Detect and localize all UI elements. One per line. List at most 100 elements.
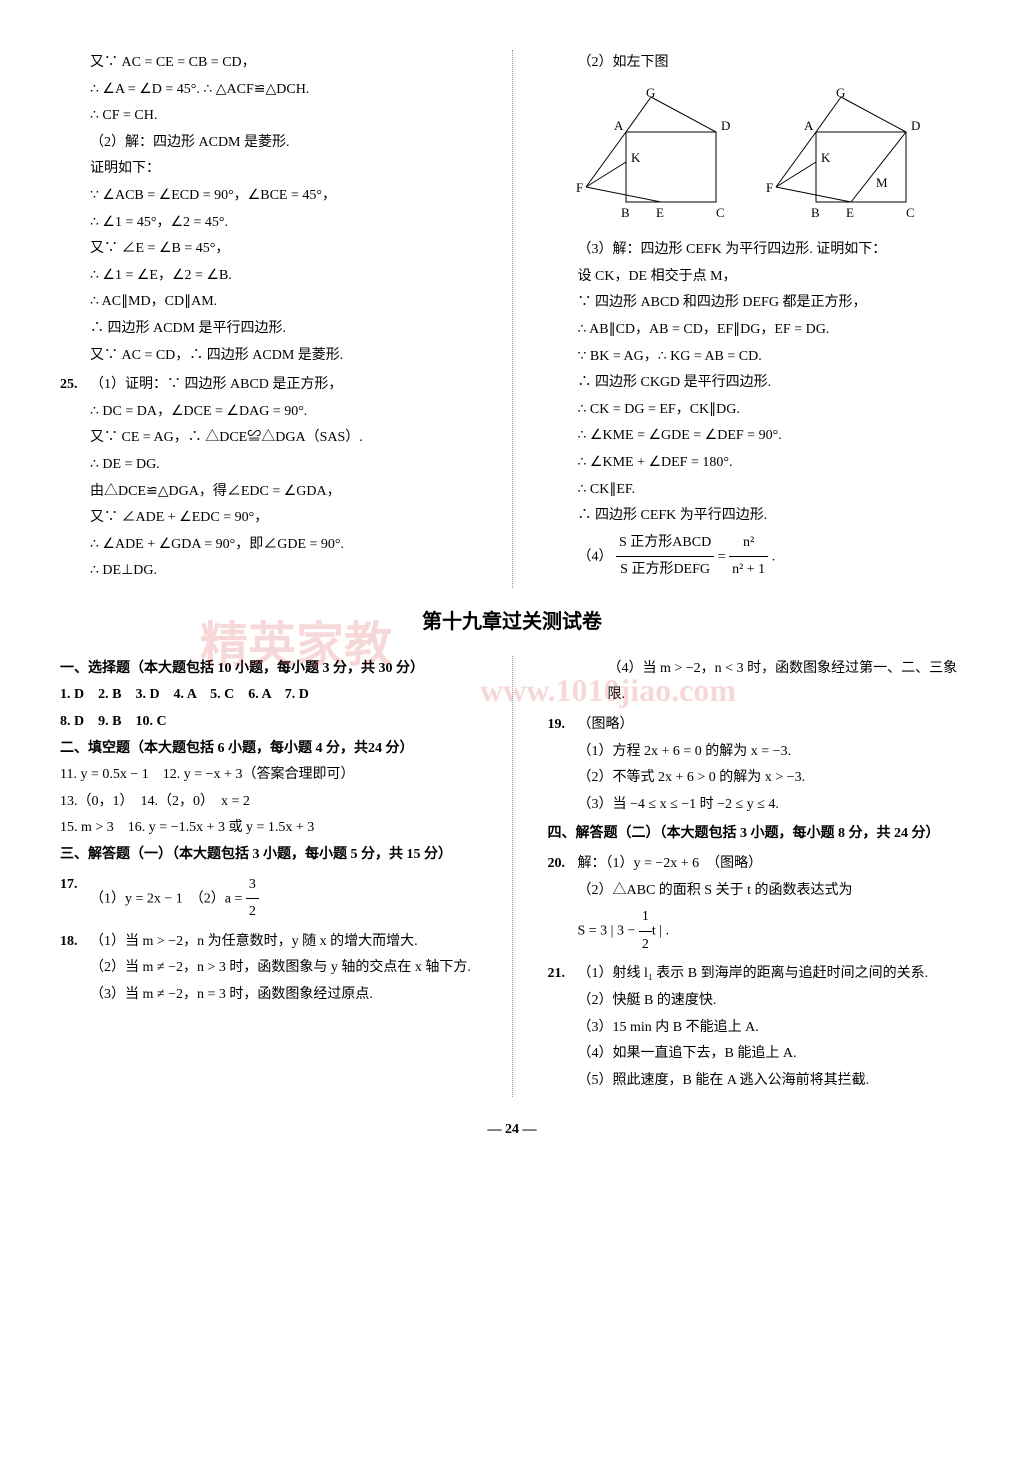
line: ∴ CF = CH. [90, 103, 477, 130]
line: （1）射线 l₁ 表示 B 到海岸的距离与追赶时间之间的关系. [578, 961, 965, 988]
question-20: 20. 解：（1）y = −2x + 6 （图略） （2）△ABC 的面积 S … [548, 851, 965, 958]
q18-part4: （4）当 m > −2，n < 3 时，函数图象经过第一、二、三象限. [548, 656, 965, 709]
frac-den: 2 [639, 932, 652, 959]
geometry-figures: G A D K F B E C G A D K F B E C M [548, 82, 965, 233]
frac-num: n² [729, 530, 768, 558]
page-number: — 24 — [60, 1117, 964, 1144]
line: （1）方程 2x + 6 = 0 的解为 x = −3. [578, 739, 965, 766]
q17-text: （1）y = 2x − 1 （2）a = [90, 891, 246, 906]
part-4: （4） S 正方形ABCDS 正方形DEFG = n²n² + 1 . [578, 530, 965, 584]
line: ∴ DC = DA，∠DCE = ∠DAG = 90°. [90, 399, 477, 426]
line: 又∵ ∠ADE + ∠EDC = 90°， [90, 505, 477, 532]
line: （1）当 m > −2，n 为任意数时，y 随 x 的增大而增大. [90, 929, 477, 956]
formula-a: S = 3 | 3 − [578, 924, 639, 939]
svg-text:K: K [631, 150, 641, 165]
right-column: （2）如左下图 G A D K F B E C G A D K F B E C … [548, 50, 965, 588]
line: ∴ CK∥EF. [578, 477, 965, 504]
svg-text:A: A [804, 118, 814, 133]
chapter-19-title: 第十九章过关测试卷 [60, 603, 964, 641]
section-1-head: 一、选择题（本大题包括 10 小题，每小题 3 分，共 30 分） [60, 656, 477, 683]
p4-label: （4） [578, 549, 613, 564]
svg-text:C: C [716, 205, 725, 220]
fill-answers-1: 11. y = 0.5x − 1 12. y = −x + 3（答案合理即可） [60, 762, 477, 789]
line: ∴ ∠1 = 45°，∠2 = 45°. [90, 210, 477, 237]
line: （5）照此速度，B 能在 A 逃入公海前将其拦截. [578, 1068, 965, 1095]
frac-den: n² + 1 [729, 557, 768, 584]
line: ∴ 四边形 ACDM 是平行四边形. [90, 316, 477, 343]
fill-answers-2: 13.（0，1） 14.（2，0） x = 2 [60, 789, 477, 816]
svg-text:B: B [811, 205, 820, 220]
section-3-head: 三、解答题（一）（本大题包括 3 小题，每小题 5 分，共 15 分） [60, 842, 477, 869]
line: ∴ ∠KME + ∠DEF = 180°. [578, 450, 965, 477]
mc-answers-1: 1. D 2. B 3. D 4. A 5. C 6. A 7. D [60, 682, 477, 709]
line: ∴ 四边形 CEFK 为平行四边形. [578, 503, 965, 530]
frac-den: 2 [246, 899, 259, 926]
line: 证明如下： [90, 156, 477, 183]
line: ∴ ∠KME = ∠GDE = ∠DEF = 90°. [578, 423, 965, 450]
section-2-head: 二、填空题（本大题包括 6 小题，每小题 4 分，共24 分） [60, 736, 477, 763]
svg-text:E: E [846, 205, 854, 220]
svg-text:C: C [906, 205, 915, 220]
line: 又∵ CE = AG，∴ △DCE≌△DGA（SAS）. [90, 425, 477, 452]
line: 设 CK，DE 相交于点 M， [578, 264, 965, 291]
equals: = [718, 549, 729, 564]
svg-text:D: D [721, 118, 730, 133]
squares-diagram: G A D K F B E C G A D K F B E C M [566, 82, 946, 222]
question-19: 19. （图略） （1）方程 2x + 6 = 0 的解为 x = −3. （2… [548, 712, 965, 818]
left-column: 又∵ AC = CE = CB = CD， ∴ ∠A = ∠D = 45°. ∴… [60, 50, 477, 588]
line: 又∵ AC = CE = CB = CD， [90, 50, 477, 77]
line: ∵ ∠ACB = ∠ECD = 90°，∠BCE = 45°， [90, 183, 477, 210]
svg-text:F: F [576, 180, 583, 195]
q-number: 18. [60, 929, 90, 1009]
frac-num: 1 [639, 904, 652, 932]
line: 又∵ ∠E = ∠B = 45°， [90, 236, 477, 263]
line: （4）如果一直追下去，B 能追上 A. [578, 1041, 965, 1068]
upper-section: 又∵ AC = CE = CB = CD， ∴ ∠A = ∠D = 45°. ∴… [60, 50, 964, 588]
line: ∴ ∠ADE + ∠GDA = 90°，即∠GDE = 90°. [90, 532, 477, 559]
line: （2）快艇 B 的速度快. [578, 988, 965, 1015]
line: （1）证明：∵ 四边形 ABCD 是正方形， [90, 372, 477, 399]
line: ∴ ∠1 = ∠E，∠2 = ∠B. [90, 263, 477, 290]
svg-text:G: G [646, 85, 655, 100]
frac-num: 3 [246, 872, 259, 900]
svg-text:E: E [656, 205, 664, 220]
svg-text:K: K [821, 150, 831, 165]
line: ∴ CK = DG = EF，CK∥DG. [578, 397, 965, 424]
line: ∴ DE = DG. [90, 452, 477, 479]
column-divider [512, 656, 513, 1098]
frac-den: S 正方形DEFG [616, 557, 714, 584]
line: ∵ BK = AG，∴ KG = AB = CD. [578, 344, 965, 371]
svg-text:A: A [614, 118, 624, 133]
continuation-text: 又∵ AC = CE = CB = CD， ∴ ∠A = ∠D = 45°. ∴… [60, 50, 477, 369]
q20-formula: S = 3 | 3 − 12t | . [578, 904, 965, 958]
line: （3）15 min 内 B 不能追上 A. [578, 1015, 965, 1042]
question-17: 17. （1）y = 2x − 1 （2）a = 32 [60, 872, 477, 926]
line: ∴ AB∥CD，AB = CD，EF∥DG，EF = DG. [578, 317, 965, 344]
line: ∴ 四边形 CKGD 是平行四边形. [578, 370, 965, 397]
line: ∴ AC∥MD，CD∥AM. [90, 289, 477, 316]
line: 由△DCE≌△DGA，得∠EDC = ∠GDA， [90, 479, 477, 506]
question-18: 18. （1）当 m > −2，n 为任意数时，y 随 x 的增大而增大. （2… [60, 929, 477, 1009]
q-number: 25. [60, 372, 90, 585]
fill-answers-3: 15. m > 3 16. y = −1.5x + 3 或 y = 1.5x +… [60, 815, 477, 842]
mc-answers-2: 8. D 9. B 10. C [60, 709, 477, 736]
line: （2）当 m ≠ −2，n > 3 时，函数图象与 y 轴的交点在 x 轴下方. [90, 955, 477, 982]
q-number: 21. [548, 961, 578, 1094]
line: （2）△ABC 的面积 S 关于 t 的函数表达式为 [578, 878, 965, 905]
section-4-head: 四、解答题（二）（本大题包括 3 小题，每小题 8 分，共 24 分） [548, 821, 965, 848]
question-21: 21. （1）射线 l₁ 表示 B 到海岸的距离与追赶时间之间的关系. （2）快… [548, 961, 965, 1094]
svg-text:D: D [911, 118, 920, 133]
svg-text:G: G [836, 85, 845, 100]
column-divider [512, 50, 513, 588]
line: ∴ ∠A = ∠D = 45°. ∴ △ACF≌△DCH. [90, 77, 477, 104]
question-25: 25. （1）证明：∵ 四边形 ABCD 是正方形， ∴ DC = DA，∠DC… [60, 372, 477, 585]
formula-b: t | . [652, 924, 669, 939]
line: ∴ DE⊥DG. [90, 558, 477, 585]
svg-text:M: M [876, 175, 888, 190]
q-number: 17. [60, 872, 90, 926]
period: . [772, 549, 776, 564]
line: 又∵ AC = CD，∴ 四边形 ACDM 是菱形. [90, 343, 477, 370]
line: （3）解：四边形 CEFK 为平行四边形. 证明如下： [578, 237, 965, 264]
line: （2）不等式 2x + 6 > 0 的解为 x > −3. [578, 765, 965, 792]
lower-section: 一、选择题（本大题包括 10 小题，每小题 3 分，共 30 分） 1. D 2… [60, 656, 964, 1098]
